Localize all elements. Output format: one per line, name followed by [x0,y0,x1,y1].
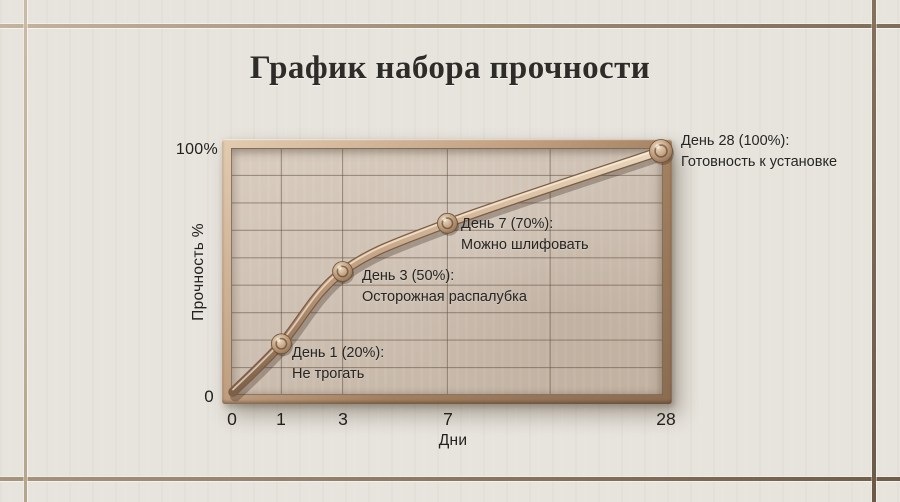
annotation-day-1: День 1 (20%): Не трогать [292,343,384,385]
data-point-markers [270,139,674,357]
x-tick-28: 28 [656,409,676,429]
tile-grout-line-bottom [0,477,900,481]
data-point-marker [332,261,355,284]
annotation-day-28-title: День 28 (100%): [681,133,790,149]
data-point-marker [437,212,459,236]
chart-frame [222,139,674,404]
annotation-day-7-note: Можно шлифовать [461,237,589,253]
annotation-day-1-note: Не трогать [292,366,365,382]
x-tick-0: 0 [227,409,237,429]
annotation-day-3-note: Осторожная распалубка [362,289,527,305]
x-tick-3: 3 [338,409,348,429]
tile-grout-line-left [24,0,27,502]
x-tick-1: 1 [276,409,286,429]
y-axis-title: Прочность % [190,223,207,321]
data-point-marker [270,333,293,357]
annotation-day-7-title: День 7 (70%): [461,216,554,232]
annotation-day-28: День 28 (100%): Готовность к установке [681,131,837,173]
annotation-day-1-title: День 1 (20%): [292,345,385,361]
x-axis-title: Дни [438,432,468,449]
strength-curve-chart [228,139,674,402]
y-axis-tick-100: 100% [175,141,218,158]
tile-grout-line-top [0,24,900,28]
plot-area [228,139,674,402]
annotation-day-3-title: День 3 (50%): [362,268,455,284]
x-tick-7: 7 [443,409,453,429]
annotation-day-28-note: Готовность к установке [681,154,838,170]
annotation-day-7: День 7 (70%): Можно шлифовать [461,214,589,256]
tile-grout-line-right [872,0,876,502]
page-title: График набора прочности [249,50,651,86]
annotation-day-3: День 3 (50%): Осторожная распалубка [362,266,527,308]
y-axis-tick-0: 0 [204,387,214,406]
data-point-marker [649,139,674,165]
